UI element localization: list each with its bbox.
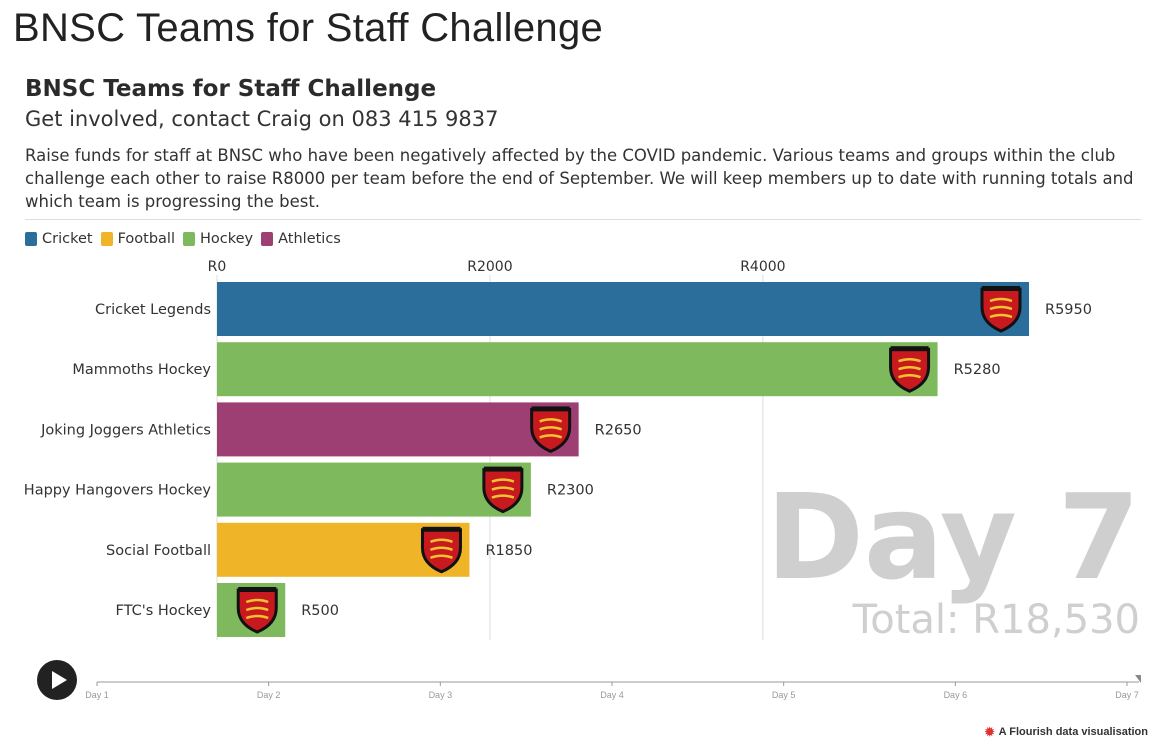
timeline-label: Day 6: [944, 690, 968, 700]
x-tick-label: R0: [208, 259, 227, 275]
chart-title: BNSC Teams for Staff Challenge: [25, 76, 437, 102]
total-label: Total: R18,530: [852, 597, 1140, 643]
play-button[interactable]: [37, 660, 77, 700]
chart-description: Raise funds for staff at BNSC who have b…: [25, 146, 1134, 211]
legend-swatch: [261, 232, 274, 246]
bar: [217, 282, 1029, 336]
chart-subtitle: Get involved, contact Craig on 083 415 9…: [25, 107, 499, 131]
page-title: BNSC Teams for Staff Challenge: [13, 6, 604, 50]
play-icon: [52, 671, 67, 689]
legend-item-athletics[interactable]: Athletics: [261, 231, 341, 247]
timeline-label: Day 3: [429, 690, 453, 700]
value-label: R500: [301, 603, 339, 619]
timeline-handle[interactable]: [1135, 675, 1141, 683]
timeline-label: Day 5: [772, 690, 796, 700]
flourish-credit-text: A Flourish data visualisation: [998, 726, 1148, 738]
category-label: Social Football: [106, 543, 211, 559]
legend: Cricket Football Hockey Athletics: [25, 231, 341, 247]
x-tick-label: R2000: [467, 259, 512, 275]
category-label: Mammoths Hockey: [72, 362, 211, 378]
club-shield-icon: [420, 526, 462, 574]
legend-label: Athletics: [278, 231, 341, 247]
value-label: R5950: [1045, 302, 1092, 318]
flourish-logo-icon: ✹: [984, 725, 995, 739]
legend-swatch: [100, 232, 113, 246]
timeline-slider[interactable]: Day 1 Day 2 Day 3 Day 4 Day 5 Day 6 Day 7: [0, 655, 1169, 705]
club-shield-icon: [236, 587, 278, 634]
bar: [217, 342, 938, 397]
value-label: R5280: [954, 362, 1001, 378]
category-label: FTC's Hockey: [116, 603, 212, 619]
x-tick-label: R4000: [740, 259, 785, 275]
category-label: Cricket Legends: [95, 302, 211, 318]
frame-label: Day 7: [766, 468, 1140, 606]
legend-swatch: [182, 232, 195, 246]
club-shield-icon: [980, 286, 1022, 333]
timeline-label: Day 7: [1115, 690, 1139, 700]
value-label: R2300: [547, 483, 594, 499]
club-shield-icon: [889, 346, 931, 393]
timeline-label: Day 2: [257, 690, 281, 700]
legend-swatch: [25, 232, 37, 246]
category-label: Happy Hangovers Hockey: [24, 483, 212, 499]
category-label: Joking Joggers Athletics: [40, 422, 211, 438]
legend-item-football[interactable]: Football: [100, 231, 175, 247]
timeline: Day 1 Day 2 Day 3 Day 4 Day 5 Day 6 Day 7: [0, 655, 1169, 705]
club-shield-icon: [482, 466, 524, 514]
legend-item-cricket[interactable]: Cricket: [25, 231, 93, 247]
bar: [217, 402, 579, 457]
legend-label: Cricket: [42, 231, 93, 247]
timeline-label: Day 1: [85, 690, 109, 700]
flourish-credit[interactable]: ✹ A Flourish data visualisation: [985, 725, 1148, 739]
legend-label: Football: [117, 231, 175, 247]
timeline-label: Day 4: [600, 690, 624, 700]
club-shield-icon: [530, 406, 572, 454]
bar: [217, 462, 531, 517]
value-label: R2650: [595, 422, 642, 438]
legend-label: Hockey: [199, 231, 254, 247]
divider: [25, 219, 1141, 220]
legend-item-hockey[interactable]: Hockey: [182, 231, 254, 247]
value-label: R1850: [485, 543, 532, 559]
